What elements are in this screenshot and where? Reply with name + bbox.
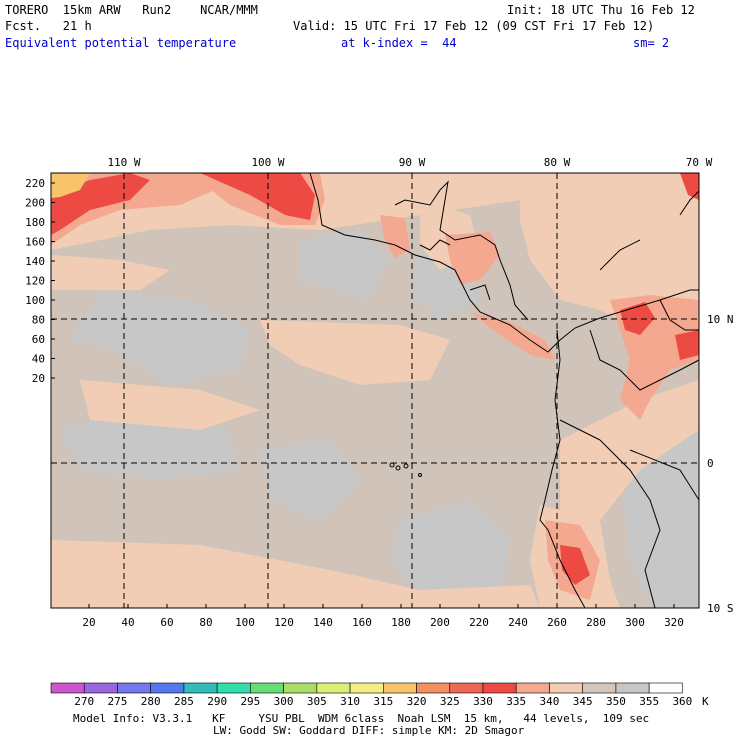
y-tick-label: 20 — [32, 372, 45, 385]
colorbar-swatch — [117, 682, 151, 694]
forecast-hour: Fcst. 21 h — [5, 19, 92, 33]
longitude-labels: 110 W 100 W 90 W 80 W 70 W — [107, 156, 712, 169]
valid-time: Valid: 15 UTC Fri 17 Feb 12 (09 CST Fri … — [293, 19, 655, 33]
model-info-line1: Model Info: V3.3.1 KF YSU PBL WDM 6class… — [73, 712, 650, 725]
colorbar-swatch — [150, 682, 185, 694]
y-tick-label: 100 — [25, 294, 45, 307]
x-tick-label: 220 — [469, 616, 489, 629]
colorbar-label: 295 — [240, 695, 260, 708]
y-tick-labels: 220 200 180 160 140 120 100 80 60 40 20 — [25, 177, 55, 385]
x-tick-labels: 20 40 60 80 100 120 140 160 180 200 220 240 260 280 30… — [82, 604, 684, 629]
colorbar-swatch — [50, 682, 85, 694]
x-tick-label: 320 — [664, 616, 684, 629]
x-tick-label: 260 — [547, 616, 567, 629]
smoothing: sm= 2 — [633, 36, 670, 50]
field-name: Equivalent potential temperature — [5, 36, 237, 50]
lon-label: 70 W — [686, 156, 713, 169]
coastlines — [309, 173, 699, 608]
lat-label: 10 S — [707, 602, 734, 615]
colorbar-label: 350 — [606, 695, 626, 708]
colorbar-swatch — [316, 682, 351, 694]
colorbar-label: 300 — [274, 695, 294, 708]
colorbar-label: 340 — [540, 695, 560, 708]
map-panel — [51, 173, 699, 608]
x-tick-label: 100 — [235, 616, 255, 629]
colorbar-label: 275 — [108, 695, 128, 708]
colorbar-unit: K — [702, 695, 709, 708]
colorbar-swatch — [283, 682, 318, 694]
colorbar-label: 285 — [174, 695, 194, 708]
lon-label: 100 W — [251, 156, 284, 169]
lon-label: 110 W — [107, 156, 140, 169]
colorbar-label: 290 — [207, 695, 227, 708]
x-tick-label: 40 — [121, 616, 134, 629]
colorbar-label: 360 — [672, 695, 692, 708]
colorbar-label: 330 — [473, 695, 493, 708]
colorbar-label: 345 — [573, 695, 593, 708]
y-tick-label: 140 — [25, 255, 45, 268]
x-tick-label: 60 — [160, 616, 173, 629]
colorbar-label: 335 — [506, 695, 526, 708]
colorbar-label: 280 — [141, 695, 161, 708]
colorbar-swatch — [482, 682, 517, 694]
model-title: TORERO 15km ARW Run2 NCAR/MMM — [5, 3, 258, 17]
colorbar-swatch — [83, 682, 118, 694]
x-tick-label: 280 — [586, 616, 606, 629]
galapagos-islands — [389, 462, 422, 477]
y-tick-label: 200 — [25, 197, 45, 210]
x-tick-label: 240 — [508, 616, 528, 629]
colorbar-swatch — [216, 682, 251, 694]
colorbar-label: 310 — [340, 695, 360, 708]
colorbar-label: 270 — [74, 695, 94, 708]
x-tick-label: 300 — [625, 616, 645, 629]
colorbar-swatch — [383, 682, 417, 694]
x-tick-label: 160 — [352, 616, 372, 629]
graticule — [51, 173, 699, 608]
lon-label: 90 W — [399, 156, 426, 169]
x-tick-label: 200 — [430, 616, 450, 629]
x-tick-label: 80 — [199, 616, 212, 629]
colorbar-swatch — [349, 682, 384, 694]
colorbar-swatch — [582, 682, 617, 694]
lon-label: 80 W — [544, 156, 571, 169]
colorbar-label: 355 — [639, 695, 659, 708]
x-tick-label: 180 — [391, 616, 411, 629]
y-tick-label: 40 — [32, 353, 45, 366]
colorbar-swatch — [515, 682, 550, 694]
x-tick-label: 20 — [82, 616, 95, 629]
colorbar-swatch — [615, 682, 650, 694]
colorbar-label: 315 — [373, 695, 393, 708]
model-info-line2: LW: Godd SW: Goddard DIFF: simple KM: 2D… — [213, 724, 525, 737]
colorbar-label: 305 — [307, 695, 327, 708]
y-tick-label: 180 — [25, 216, 45, 229]
init-time: Init: 18 UTC Thu 16 Feb 12 — [507, 3, 695, 17]
y-tick-label: 120 — [25, 275, 45, 288]
colorbar-swatch — [449, 682, 484, 694]
colorbar-label: 325 — [440, 695, 460, 708]
lat-label: 10 N — [707, 313, 734, 326]
map-frame — [50, 172, 700, 609]
y-tick-label: 160 — [25, 236, 45, 249]
theta-e-320-region — [51, 173, 90, 198]
y-tick-label: 80 — [32, 314, 45, 327]
y-tick-label: 220 — [25, 177, 45, 190]
x-tick-label: 120 — [274, 616, 294, 629]
x-tick-label: 140 — [313, 616, 333, 629]
latitude-labels: 10 N 0 10 S — [707, 313, 734, 615]
colorbar-label: 320 — [407, 695, 427, 708]
y-tick-label: 60 — [32, 333, 45, 346]
colorbar-swatch — [250, 682, 284, 694]
colorbar-swatch — [549, 682, 583, 694]
level-index: at k-index = 44 — [341, 36, 457, 50]
colorbar: 270 275 280 285 290 295 300 305 310 315 320 325 330 3… — [50, 682, 709, 708]
colorbar-swatch — [183, 682, 218, 694]
colorbar-swatch — [648, 682, 683, 694]
lat-label: 0 — [707, 457, 714, 470]
colorbar-swatch — [416, 682, 451, 694]
